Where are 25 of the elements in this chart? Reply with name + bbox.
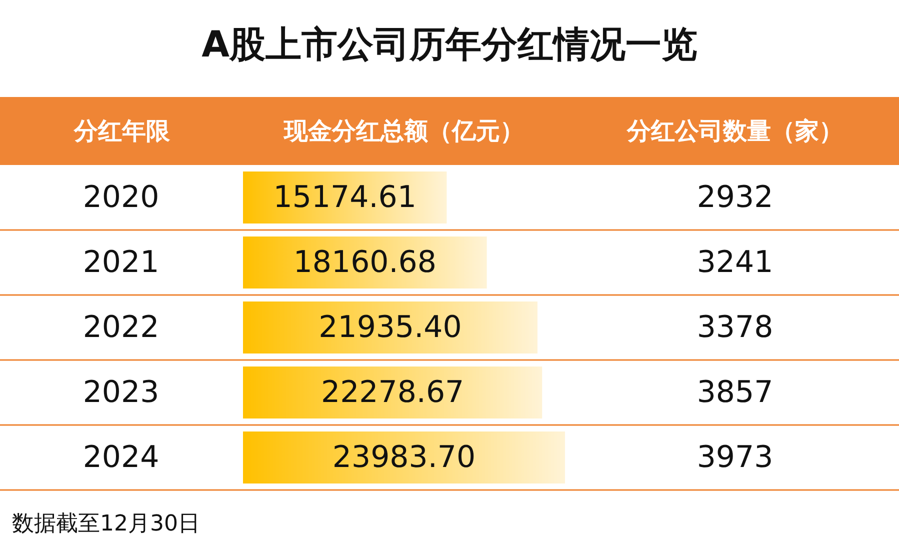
y-axis-title: 分红年限 <box>73 117 171 145</box>
bar <box>243 302 538 354</box>
data-label: 23983.70 <box>332 440 476 475</box>
text: 3241 <box>696 244 774 282</box>
data-label: 21935.40 <box>318 310 462 345</box>
y-tick-label: 2024 <box>82 440 160 475</box>
data-label: 22278.67 <box>320 375 464 410</box>
data-label: 18160.68 <box>293 245 436 280</box>
y-tick-label: 2020 <box>82 180 160 215</box>
chart-title: A股上市公司历年分红情况一览 <box>202 24 698 66</box>
bar <box>243 172 447 224</box>
text: 2932 <box>696 179 774 217</box>
text: 3973 <box>696 439 774 477</box>
bar <box>243 432 565 484</box>
bar <box>243 236 487 288</box>
text: 3857 <box>696 374 774 412</box>
x-axis-title: 现金分红总额（亿元） <box>283 117 524 145</box>
text: 分红公司数量（家） <box>626 116 844 147</box>
y-tick-label: 2023 <box>82 375 160 410</box>
bar <box>243 366 542 418</box>
text: 3378 <box>696 309 774 347</box>
y-tick-label: 2022 <box>82 310 160 345</box>
data-label: 15174.61 <box>273 180 416 215</box>
text: 数据截至12月30日 <box>12 512 200 536</box>
y-tick-label: 2021 <box>82 245 160 280</box>
